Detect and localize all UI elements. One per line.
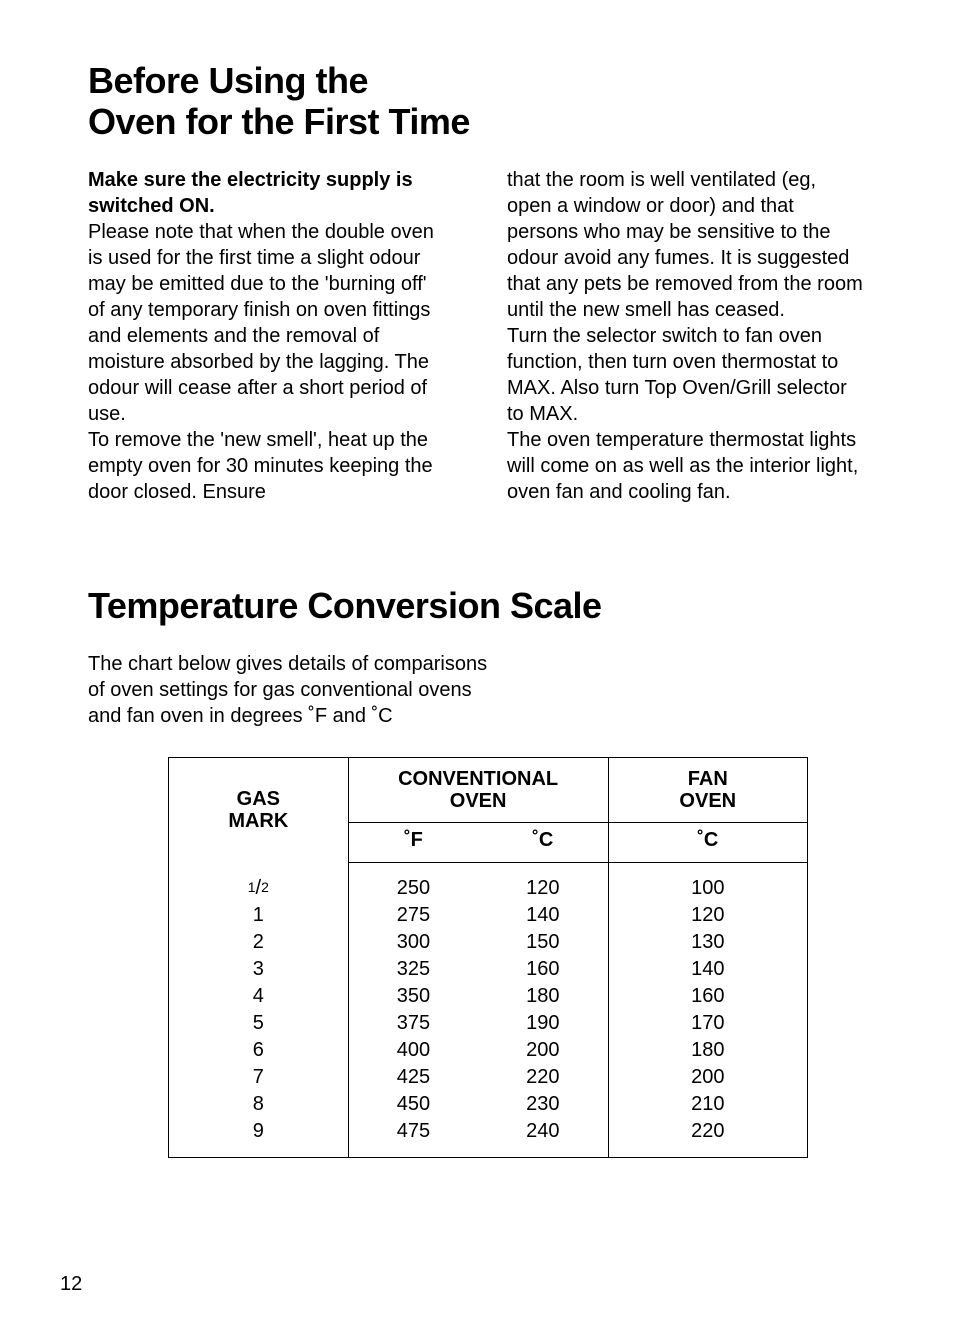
cell-degC: 190 [478,1010,608,1037]
table-row: 3325160140 [169,956,808,983]
cell-gas: 2 [169,929,349,956]
cell-degF: 325 [348,956,478,983]
cell-degC: 180 [478,983,608,1010]
table-row: 1/2250120100 [169,862,808,902]
table-row: 1275140120 [169,902,808,929]
right-column: that the room is well ventilated (eg, op… [507,167,866,505]
cell-gas: 1 [169,902,349,929]
cell-gas: 7 [169,1064,349,1091]
section1-title: Before Using theOven for the First Time [88,60,866,143]
cell-degF: 450 [348,1091,478,1118]
cell-degF: 425 [348,1064,478,1091]
cell-degC: 240 [478,1118,608,1158]
header-degF: ˚F [348,822,478,862]
cell-degC: 140 [478,902,608,929]
cell-degF: 375 [348,1010,478,1037]
table-row: 9475240220 [169,1118,808,1158]
header-degC: ˚C [478,822,608,862]
cell-degC: 200 [478,1037,608,1064]
cell-fan: 140 [608,956,807,983]
conversion-table: GASMARK CONVENTIONALOVEN FANOVEN ˚F ˚C ˚… [168,757,808,1158]
cell-degF: 400 [348,1037,478,1064]
table-row: 4350180160 [169,983,808,1010]
cell-fan: 200 [608,1064,807,1091]
cell-degF: 250 [348,862,478,902]
page: Before Using theOven for the First Time … [0,0,954,1336]
table-body: 1/22501201001275140120230015013033251601… [169,862,808,1157]
table-row: 5375190170 [169,1010,808,1037]
cell-fan: 170 [608,1010,807,1037]
cell-degF: 275 [348,902,478,929]
cell-gas: 1/2 [169,862,349,902]
cell-gas: 4 [169,983,349,1010]
right-body-2: Turn the selector switch to fan oven fun… [507,325,847,425]
table-row: 7425220200 [169,1064,808,1091]
left-body-2: To remove the 'new smell', heat up the e… [88,429,433,503]
header-degC-fan: ˚C [608,822,807,862]
chart-intro: The chart below gives details of compari… [88,651,488,729]
table-row: 2300150130 [169,929,808,956]
cell-degF: 475 [348,1118,478,1158]
lead-text: Make sure the electricity supply is swit… [88,169,413,217]
header-conventional: CONVENTIONALOVEN [348,757,608,822]
cell-fan: 100 [608,862,807,902]
cell-fan: 210 [608,1091,807,1118]
cell-fan: 120 [608,902,807,929]
cell-gas: 6 [169,1037,349,1064]
right-body-3: The oven temperature thermostat lights w… [507,429,858,503]
table-row: 6400200180 [169,1037,808,1064]
cell-degF: 350 [348,983,478,1010]
conversion-table-wrap: GASMARK CONVENTIONALOVEN FANOVEN ˚F ˚C ˚… [168,757,826,1158]
two-column-body: Make sure the electricity supply is swit… [88,167,866,505]
section2-title: Temperature Conversion Scale [88,585,866,627]
cell-fan: 180 [608,1037,807,1064]
cell-degF: 300 [348,929,478,956]
left-column: Make sure the electricity supply is swit… [88,167,447,505]
header-gas: GASMARK [169,757,349,862]
cell-gas: 3 [169,956,349,983]
table-header-row: GASMARK CONVENTIONALOVEN FANOVEN [169,757,808,822]
cell-gas: 5 [169,1010,349,1037]
table-row: 8450230210 [169,1091,808,1118]
cell-degC: 120 [478,862,608,902]
left-body-1: Please note that when the double oven is… [88,221,434,425]
cell-fan: 160 [608,983,807,1010]
page-number: 12 [60,1273,82,1296]
cell-gas: 8 [169,1091,349,1118]
right-body-1: that the room is well ventilated (eg, op… [507,169,863,321]
cell-degC: 160 [478,956,608,983]
cell-fan: 130 [608,929,807,956]
cell-gas: 9 [169,1118,349,1158]
header-fan: FANOVEN [608,757,807,822]
cell-degC: 230 [478,1091,608,1118]
cell-fan: 220 [608,1118,807,1158]
cell-degC: 150 [478,929,608,956]
cell-degC: 220 [478,1064,608,1091]
